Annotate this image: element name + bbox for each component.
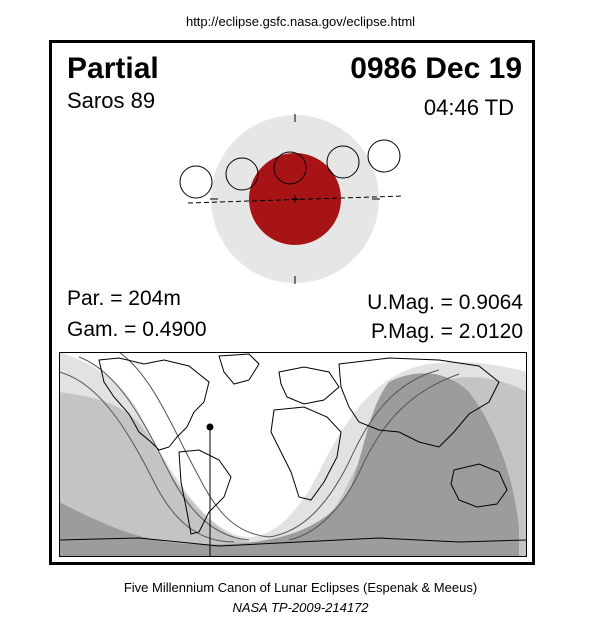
greenland-coast bbox=[218, 353, 260, 385]
contact-curve-1 bbox=[59, 371, 235, 543]
penumbral-duration: Par. = 204m bbox=[67, 287, 181, 310]
penumbral-magnitude: P.Mag. = 2.0120 bbox=[371, 320, 523, 343]
north-america-coast bbox=[98, 357, 210, 451]
eclipse-type: Partial bbox=[67, 52, 159, 85]
south-america-coast bbox=[178, 449, 232, 535]
asia-coast bbox=[338, 357, 500, 448]
eclipse-time: 04:46 TD bbox=[423, 95, 514, 120]
umbral-magnitude: U.Mag. = 0.9064 bbox=[367, 291, 523, 314]
saros-number: Saros 89 bbox=[67, 88, 156, 113]
moon-position-p4 bbox=[367, 139, 401, 173]
source-url[interactable]: http://eclipse.gsfc.nasa.gov/eclipse.htm… bbox=[185, 14, 416, 29]
moon-position-p1 bbox=[179, 165, 213, 199]
eclipse-date: 0986 Dec 19 bbox=[350, 52, 522, 85]
sublunar-point bbox=[206, 423, 214, 431]
eclipse-geometry-diagram bbox=[179, 114, 404, 284]
moon-position-u4 bbox=[326, 145, 360, 179]
moon-position-u1 bbox=[225, 157, 259, 191]
africa-coast bbox=[270, 406, 342, 501]
australia-coast bbox=[450, 463, 508, 508]
contact-curve-3 bbox=[118, 352, 270, 538]
night-region-full bbox=[59, 373, 519, 557]
antarctica-coast bbox=[59, 537, 527, 547]
eclipse-panel bbox=[49, 40, 535, 565]
europe-coast bbox=[278, 366, 340, 405]
publication-id: NASA TP-2009-214172 bbox=[232, 600, 369, 615]
contact-curve-5 bbox=[288, 373, 460, 541]
contact-curve-2 bbox=[78, 356, 250, 541]
gamma-value: Gam. = 0.4900 bbox=[67, 318, 207, 341]
canon-credit: Five Millennium Canon of Lunar Eclipses … bbox=[123, 580, 478, 595]
moon-position-greatest bbox=[273, 151, 307, 185]
contact-curve-4 bbox=[268, 369, 440, 538]
world-visibility-map bbox=[59, 352, 527, 557]
